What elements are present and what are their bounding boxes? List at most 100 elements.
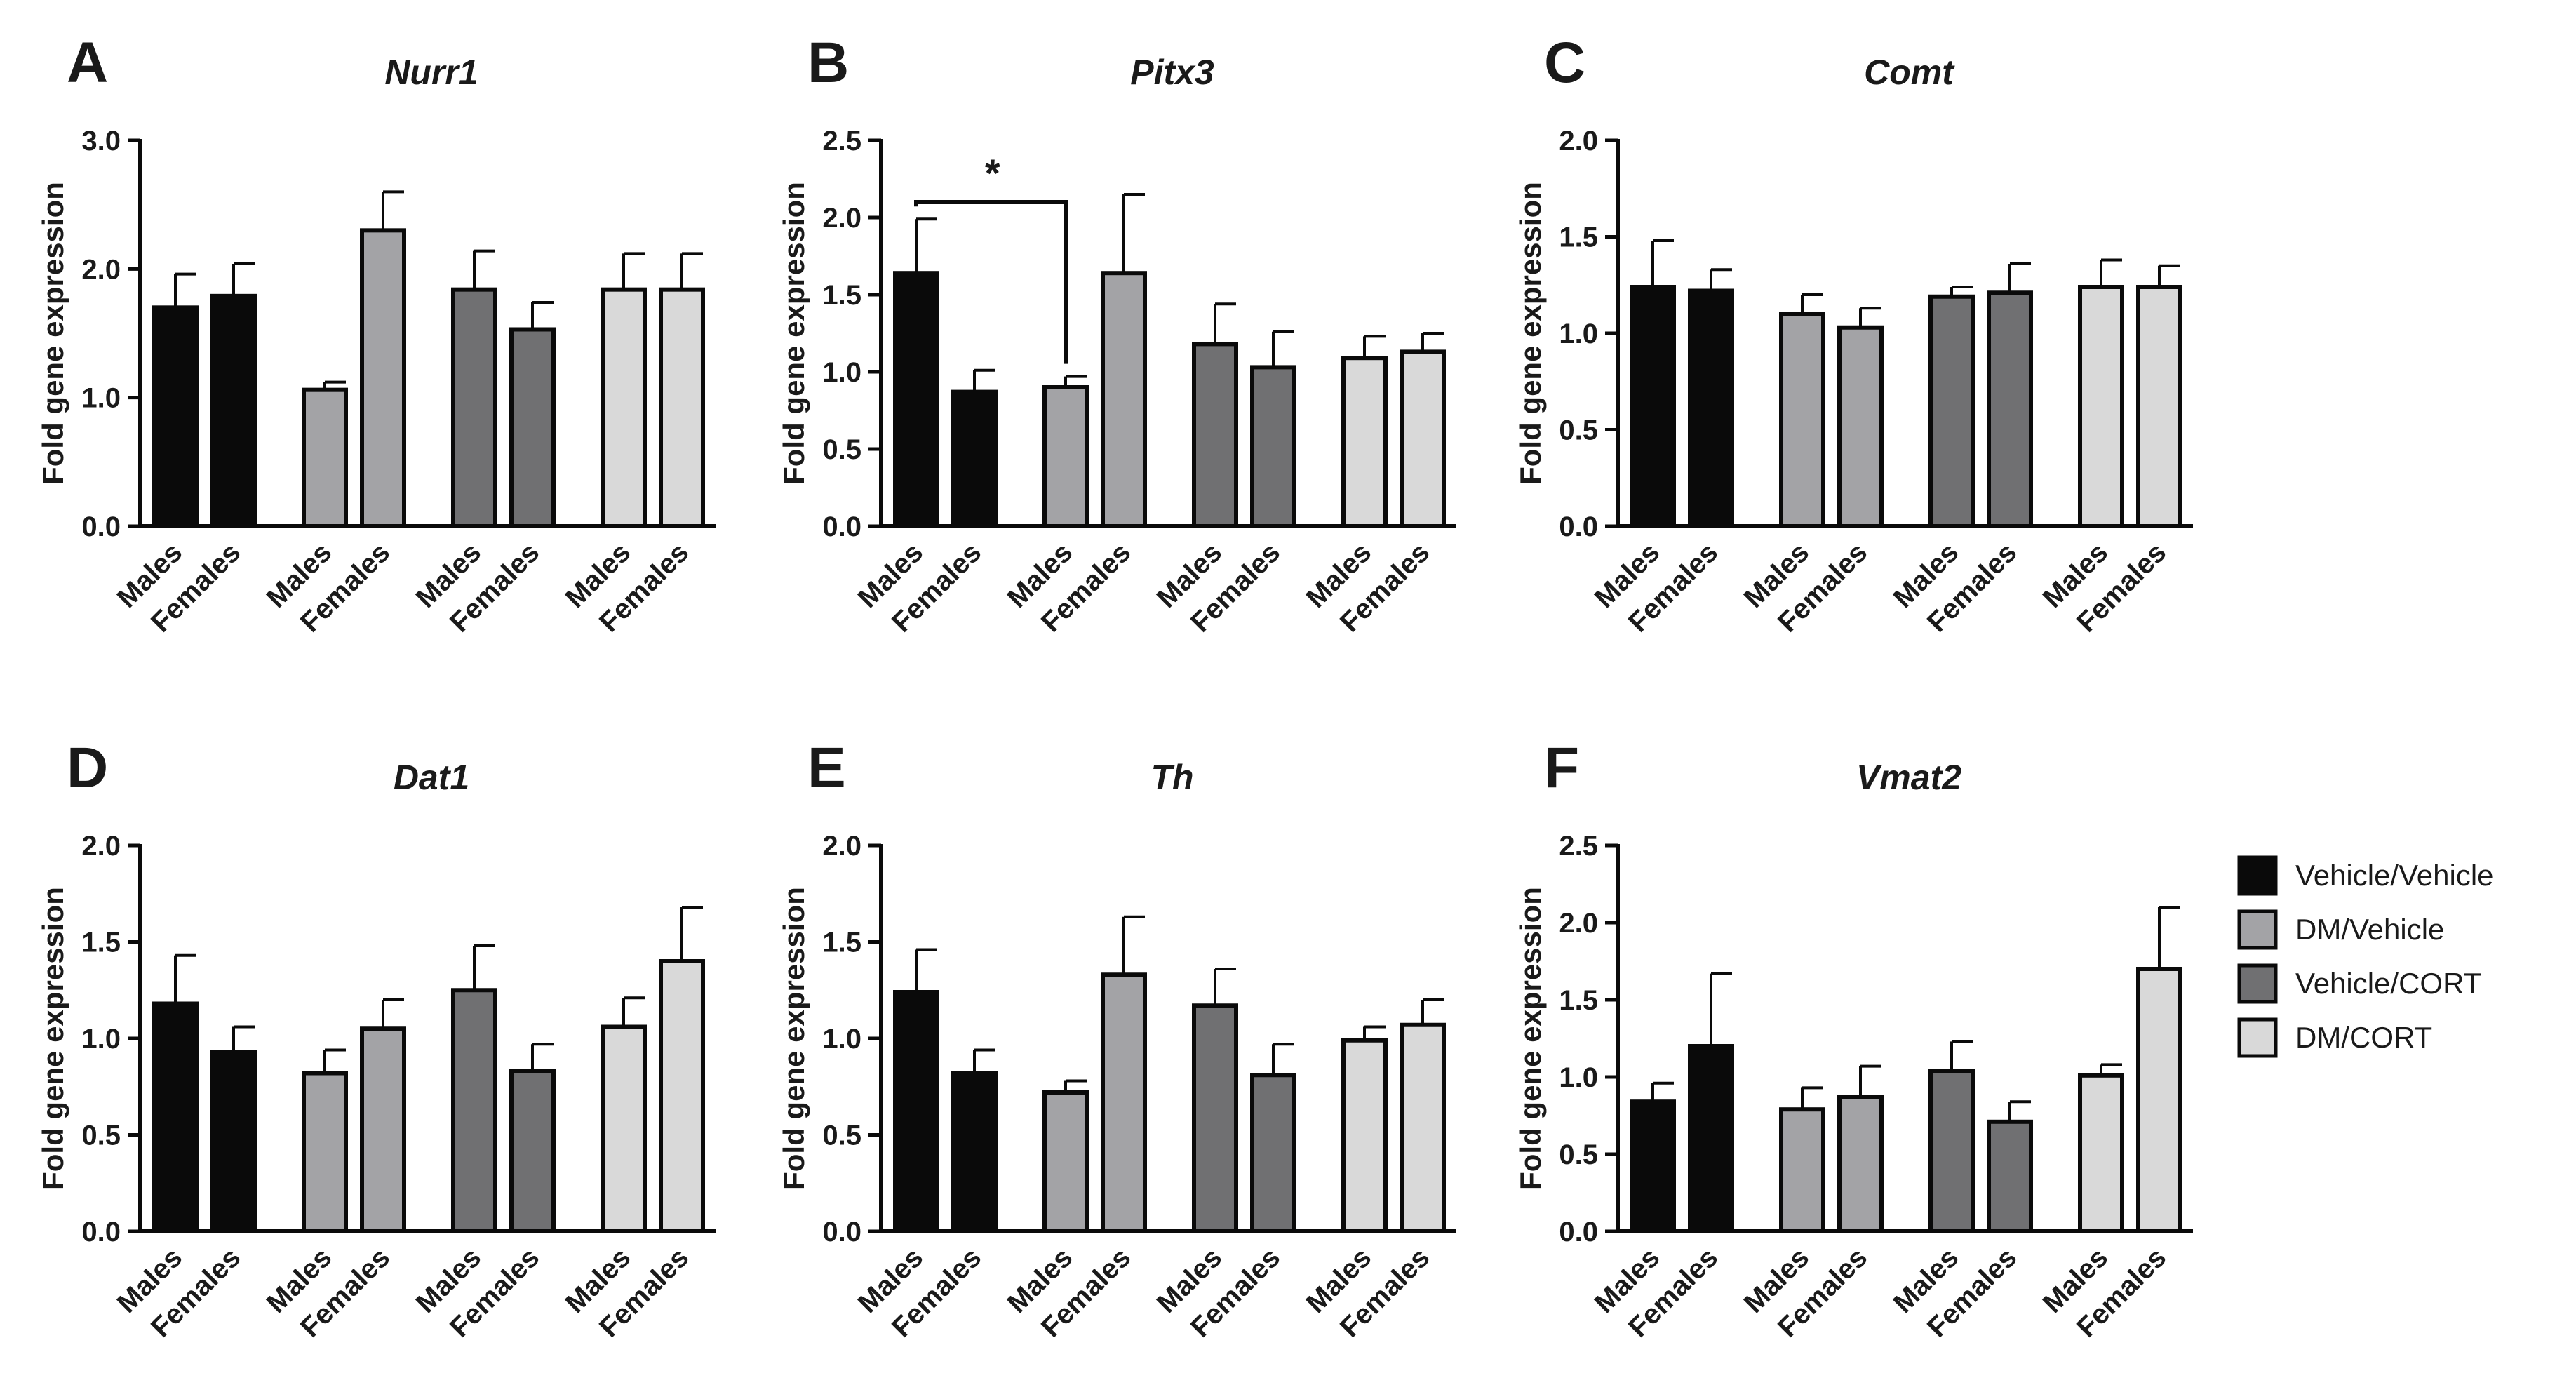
bar-dm-vehicle-females <box>1837 1095 1884 1233</box>
bar-dm-cort-females <box>2136 285 2182 528</box>
legend-label: Vehicle/Vehicle <box>2295 859 2494 892</box>
bar-vehicle-cort-females <box>509 327 556 528</box>
panel-letter: B <box>807 31 849 95</box>
y-tick-label: 1.5 <box>822 280 861 311</box>
panel-letter: E <box>807 736 846 800</box>
panel-letter: C <box>1544 31 1585 95</box>
bar-vehicle-vehicle-females <box>1688 1044 1734 1233</box>
legend-label: DM/Vehicle <box>2295 913 2444 946</box>
y-tick-label: 2.0 <box>81 254 121 285</box>
y-tick-label: 0.5 <box>81 1120 121 1151</box>
y-tick-label: 1.0 <box>81 1024 121 1055</box>
bar-vehicle-vehicle-females <box>1688 288 1734 528</box>
y-tick-label: 0.5 <box>822 434 861 465</box>
bar-dm-cort-females <box>1400 349 1446 528</box>
significance-bracket <box>914 200 1068 364</box>
bar-dm-cort-females <box>2136 967 2182 1233</box>
y-tick-label: 2.0 <box>1559 126 1598 156</box>
bar-dm-vehicle-males <box>1042 1090 1089 1233</box>
bar-vehicle-cort-males <box>1928 294 1975 528</box>
y-axis-label: Fold gene expression <box>777 182 810 485</box>
bar-dm-cort-females <box>659 287 705 528</box>
y-tick-label: 1.0 <box>1559 319 1598 349</box>
y-tick-label: 1.0 <box>822 1024 861 1055</box>
bar-vehicle-vehicle-females <box>951 1071 998 1233</box>
bar-vehicle-cort-females <box>1987 1119 2033 1234</box>
bar-dm-cort-males <box>2078 285 2124 528</box>
panel-title: Vmat2 <box>1856 758 1961 797</box>
y-tick-label: 2.0 <box>1559 908 1598 939</box>
bar-vehicle-vehicle-males <box>893 271 939 528</box>
y-tick-label: 2.5 <box>822 126 861 156</box>
legend-item: DM/CORT <box>2237 1017 2432 1058</box>
y-tick-label: 0.5 <box>1559 1139 1598 1170</box>
bar-dm-vehicle-females <box>360 228 406 528</box>
y-tick-label: 2.0 <box>822 831 861 862</box>
legend-swatch <box>2237 855 2278 896</box>
bar-vehicle-vehicle-males <box>152 1001 199 1233</box>
y-tick-label: 0.0 <box>81 1217 121 1247</box>
y-tick-label: 0.0 <box>822 511 861 542</box>
bar-dm-vehicle-males <box>302 387 348 529</box>
bar-dm-cort-males <box>1341 1038 1388 1233</box>
bar-vehicle-vehicle-males <box>1630 285 1676 528</box>
bar-dm-vehicle-females <box>1837 325 1884 528</box>
y-tick-label: 1.0 <box>822 357 861 388</box>
y-tick-label: 0.5 <box>1559 415 1598 446</box>
bar-vehicle-cort-females <box>509 1069 556 1233</box>
y-axis-label: Fold gene expression <box>777 887 810 1190</box>
bar-vehicle-vehicle-males <box>1630 1099 1676 1233</box>
y-axis-label: Fold gene expression <box>36 887 69 1190</box>
bar-dm-vehicle-males <box>1779 312 1825 528</box>
y-tick-label: 0.0 <box>81 511 121 542</box>
bar-vehicle-vehicle-females <box>210 1050 257 1233</box>
bar-vehicle-vehicle-males <box>893 990 939 1233</box>
y-axis-label: Fold gene expression <box>1514 887 1547 1190</box>
y-tick-label: 0.5 <box>822 1120 861 1151</box>
bar-dm-vehicle-females <box>1101 972 1147 1233</box>
panel-title: Th <box>1151 758 1193 797</box>
panel-title: Dat1 <box>394 758 469 797</box>
panel-letter: A <box>67 31 108 95</box>
y-tick-label: 3.0 <box>81 126 121 156</box>
bar-dm-vehicle-females <box>1101 271 1147 528</box>
bar-vehicle-cort-females <box>1250 365 1296 529</box>
legend-swatch <box>2237 1017 2278 1058</box>
y-tick-label: 0.0 <box>1559 511 1598 542</box>
legend-swatch <box>2237 909 2278 950</box>
bar-dm-cort-females <box>659 959 705 1233</box>
y-tick-label: 1.0 <box>81 383 121 414</box>
y-tick-label: 2.0 <box>81 831 121 862</box>
y-tick-label: 2.0 <box>822 203 861 234</box>
bar-dm-cort-males <box>2078 1073 2124 1234</box>
bar-dm-vehicle-males <box>1779 1107 1825 1233</box>
bar-dm-cort-males <box>601 287 647 528</box>
y-tick-label: 0.0 <box>1559 1217 1598 1247</box>
significance-star: * <box>984 151 1000 195</box>
legend-label: Vehicle/CORT <box>2295 967 2481 1000</box>
legend-item: Vehicle/CORT <box>2237 963 2481 1004</box>
y-tick-label: 1.5 <box>81 928 121 958</box>
y-tick-label: 1.5 <box>1559 222 1598 253</box>
panel-title: Pitx3 <box>1130 53 1214 92</box>
y-tick-label: 2.5 <box>1559 831 1598 862</box>
bar-dm-vehicle-males <box>302 1071 348 1233</box>
bar-dm-vehicle-males <box>1042 385 1089 528</box>
panel-letter: F <box>1544 736 1579 800</box>
bar-vehicle-vehicle-females <box>951 389 998 528</box>
legend-item: DM/Vehicle <box>2237 909 2444 950</box>
bar-vehicle-cort-females <box>1987 290 2033 528</box>
legend-swatch <box>2237 963 2278 1004</box>
y-tick-label: 0.0 <box>822 1217 861 1247</box>
legend: Vehicle/Vehicle DM/Vehicle Vehicle/CORT DM/… <box>2237 855 2494 1058</box>
bar-dm-vehicle-females <box>360 1026 406 1233</box>
y-tick-label: 1.5 <box>1559 985 1598 1016</box>
